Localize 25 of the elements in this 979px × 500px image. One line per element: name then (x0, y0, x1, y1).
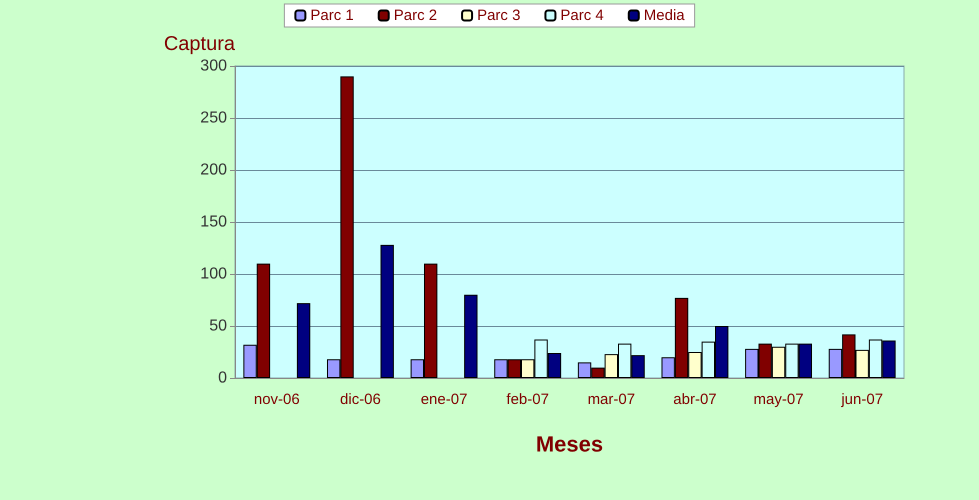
x-tick-label: jun-07 (840, 391, 884, 408)
x-tick-label: nov-06 (254, 391, 300, 408)
bar (464, 294, 478, 378)
y-tick-label: 0 (218, 370, 228, 386)
bar (380, 244, 394, 378)
x-tick-label: mar-07 (588, 391, 636, 408)
x-axis-title: Meses (536, 432, 604, 456)
legend-label: Parc 4 (560, 7, 604, 24)
legend-label: Parc 2 (394, 7, 438, 24)
legend-label: Media (644, 7, 686, 24)
x-tick-label: feb-07 (506, 391, 549, 408)
y-tick-label: 200 (200, 162, 228, 178)
x-tick-label: may-07 (754, 391, 804, 408)
legend-label: Parc 3 (477, 7, 520, 24)
bar (296, 303, 310, 378)
y-tick-label: 250 (200, 110, 228, 126)
y-tick-label: 50 (209, 318, 228, 334)
x-tick-label: abr-07 (673, 391, 717, 408)
legend-label: Parc 1 (310, 7, 354, 24)
y-tick-label: 150 (200, 214, 228, 230)
x-tick-label: ene-07 (420, 391, 468, 408)
y-tick-label: 100 (200, 266, 228, 282)
y-axis-title: Captura (164, 33, 236, 55)
x-tick-label: dic-06 (340, 391, 381, 408)
y-tick-label: 300 (200, 58, 228, 74)
